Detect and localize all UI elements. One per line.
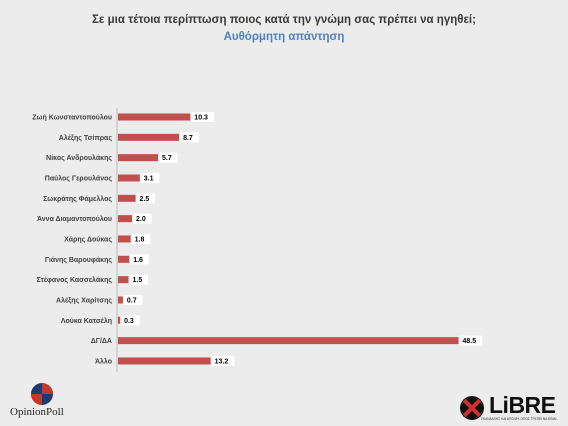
data-label: 13.2 (215, 358, 229, 365)
category-label: Λούκα Κατσέλη (61, 317, 112, 325)
data-label: 0.3 (124, 318, 134, 325)
libre-logo-icon (460, 396, 484, 420)
bar (118, 296, 123, 304)
category-label: Ζωή Κωνσταντοπούλου (32, 114, 112, 122)
opinionpoll-logo-icon (31, 383, 53, 405)
bar (118, 235, 131, 243)
data-label-box (211, 355, 235, 366)
data-label: 2.0 (136, 216, 146, 223)
category-label: Χάρης Δούκας (64, 236, 112, 243)
libre-logo-tagline: ΣΚΑΝΔΑΛΗΣ ΚΑΙ ΑΠΟΨΗ. ΟΠΩΣ ΤΡΕΠΕΙ ΝΑ ΕΙΝΑ… (481, 417, 558, 421)
bar (118, 133, 180, 141)
category-label: Άννα Διαμαντοπούλου (37, 215, 112, 223)
data-label: 5.7 (162, 155, 172, 162)
chart-title: Σε μια τέτοια περίπτωση ποιος κατά την γ… (92, 14, 476, 26)
data-label-box (130, 254, 149, 265)
data-label: 8.7 (183, 135, 193, 142)
data-label-box (136, 193, 156, 204)
data-label-box (159, 152, 178, 163)
data-label: 1.6 (133, 257, 143, 264)
chart-subtitle: Αυθόρμητη απάντηση (223, 31, 345, 43)
data-label-box (459, 335, 483, 346)
bar (118, 316, 121, 324)
bar (118, 357, 211, 365)
bar (118, 337, 459, 345)
bar (118, 215, 133, 223)
bar (118, 174, 140, 182)
data-label-box (191, 112, 215, 122)
data-label-box (129, 274, 149, 285)
data-label-box (133, 213, 152, 224)
data-label-box (123, 294, 143, 305)
category-label: Γιάνης Βαρουφάκης (45, 257, 113, 264)
opinionpoll-logo-text: OpinionPoll (10, 406, 64, 418)
category-label: Σωκράτης Φάμελλος (43, 195, 112, 203)
libre-logo-text: LiBRE (489, 392, 556, 418)
data-label: 1.8 (135, 236, 145, 243)
data-label: 1.5 (133, 277, 143, 284)
data-label-box (121, 315, 140, 326)
data-label: 3.1 (144, 175, 154, 182)
bar (118, 154, 159, 162)
bar (118, 276, 129, 284)
data-label-box (140, 172, 160, 183)
category-label: Στέφανος Κασσελάκης (37, 276, 113, 284)
category-label: Νίκος Ανδρουλάκης (46, 154, 112, 162)
data-label: 10.3 (194, 115, 208, 122)
category-label: Αλέξης Τσίπρας (59, 134, 113, 142)
bar (118, 113, 191, 121)
category-label: Παύλος Γερουλάνος (45, 174, 113, 182)
data-label: 2.5 (140, 196, 150, 203)
category-label: Άλλο (95, 357, 112, 365)
bar (118, 194, 136, 202)
data-label: 0.7 (127, 297, 137, 304)
data-label-box (180, 132, 199, 143)
bar (118, 255, 130, 263)
category-label: Αλέξης Χαρίτσης (56, 296, 112, 304)
category-label: ΔΓ/ΔΑ (91, 338, 112, 345)
data-label: 48.5 (462, 338, 476, 345)
data-label-box (131, 233, 151, 244)
